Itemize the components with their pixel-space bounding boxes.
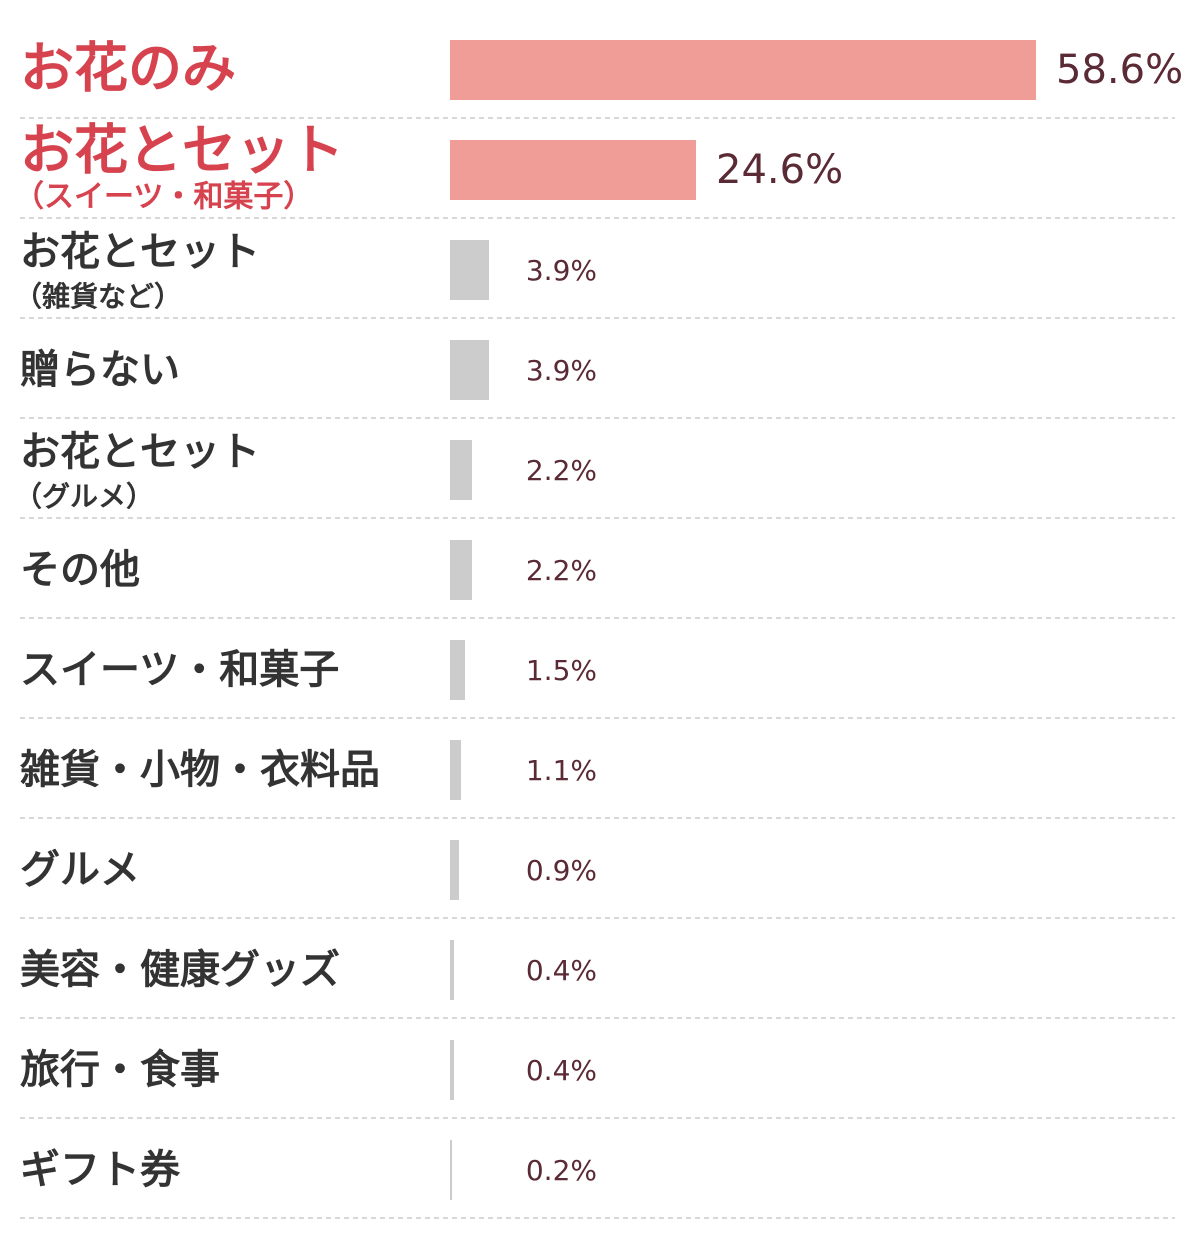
- category-note: （スイーツ・和菓子）: [14, 180, 313, 215]
- value-label: 2.2%: [526, 454, 597, 487]
- category-label: お花とセット: [20, 429, 260, 475]
- value-label: 58.6%: [1056, 47, 1183, 93]
- category-note: （グルメ）: [14, 480, 154, 513]
- category-label: ギフト券: [20, 1147, 181, 1193]
- value-label: 24.6%: [716, 147, 843, 193]
- bar: [450, 440, 472, 500]
- bar: [450, 1140, 452, 1200]
- bar: [450, 940, 454, 1000]
- category-label: 旅行・食事: [20, 1047, 220, 1093]
- bar: [450, 740, 461, 800]
- category-label: お花とセット: [20, 119, 344, 182]
- category-label: その他: [20, 547, 140, 593]
- bar: [450, 140, 696, 200]
- category-label: スイーツ・和菓子: [20, 647, 339, 693]
- value-label: 1.1%: [526, 754, 597, 787]
- bar: [450, 40, 1036, 100]
- bar: [450, 540, 472, 600]
- bar: [450, 640, 465, 700]
- value-label: 1.5%: [526, 654, 597, 687]
- value-label: 0.4%: [526, 954, 597, 987]
- category-label: お花のみ: [20, 37, 236, 100]
- category-label: お花とセット: [20, 229, 260, 275]
- category-label: 美容・健康グッズ: [20, 947, 340, 993]
- value-label: 3.9%: [526, 254, 597, 287]
- bar: [450, 840, 459, 900]
- value-label: 3.9%: [526, 354, 597, 387]
- bar: [450, 240, 489, 300]
- value-label: 0.4%: [526, 1054, 597, 1087]
- value-label: 0.2%: [526, 1154, 597, 1187]
- category-label: 贈らない: [20, 347, 180, 393]
- bar: [450, 340, 489, 400]
- category-label: 雑貨・小物・衣料品: [19, 747, 380, 793]
- value-label: 0.9%: [526, 854, 597, 887]
- category-note: （雑貨など）: [14, 280, 182, 313]
- category-label: グルメ: [20, 847, 140, 893]
- value-label: 2.2%: [526, 554, 597, 587]
- bar: [450, 1040, 454, 1100]
